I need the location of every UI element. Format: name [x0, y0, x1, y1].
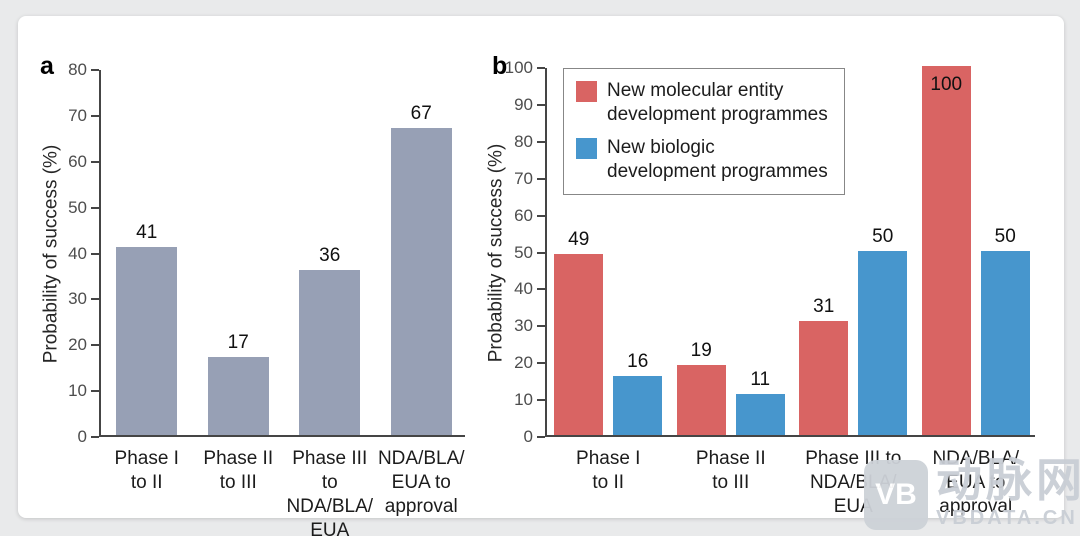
bar-value-label: 11 [750, 369, 771, 391]
y-axis-tick [537, 214, 545, 217]
y-axis-tick [537, 325, 545, 328]
bar-value-label: 19 [690, 339, 712, 361]
y-tick-label: 40 [68, 243, 87, 263]
y-tick-label: 30 [514, 316, 533, 336]
y-axis-tick [537, 140, 545, 143]
y-axis-tick [537, 103, 545, 106]
y-tick-label: 80 [68, 60, 87, 79]
bar-value-label: 31 [813, 295, 835, 317]
y-tick-label: 40 [514, 279, 533, 299]
bar-value-label: 17 [227, 332, 249, 353]
legend-label: New biologic development programmes [607, 137, 828, 182]
y-axis-tick [91, 252, 99, 255]
y-tick-label: 100 [504, 58, 533, 77]
bar-b-cat2-s0 [799, 320, 849, 435]
y-tick-label: 70 [514, 168, 533, 188]
x-category-label: Phase III to NDA/BLA/ EUA [286, 448, 374, 536]
y-tick-label: 30 [68, 289, 87, 309]
y-axis-tick [537, 67, 545, 69]
panel-b: b Probability of success (%) 0 10 20 30 40 50 60… [18, 16, 1064, 518]
y-tick-label: 90 [514, 94, 533, 114]
y-axis-tick [537, 251, 545, 254]
y-axis-tick [91, 114, 99, 117]
x-category-label: NDA/BLA/ EUA to approval [932, 448, 1020, 517]
panel-letter-b: b [492, 52, 508, 80]
y-axis-tick [91, 298, 99, 301]
y-axis-tick [91, 390, 99, 393]
watermark-brand-cn: 动脉网 [936, 454, 1080, 506]
bar-b-cat0-s0 [554, 254, 604, 435]
y-axis-tick [91, 206, 99, 209]
y-tick-label: 0 [523, 427, 533, 446]
y-tick-label: 20 [68, 335, 87, 355]
bar-value-label: 67 [410, 102, 432, 124]
vb-logo-icon: VB [864, 460, 928, 530]
bar-value-label: 50 [994, 225, 1016, 247]
bar-a-cat1-s0 [207, 357, 269, 435]
y-axis-tick [537, 436, 545, 438]
y-tick-label: 0 [77, 427, 87, 446]
bar-b-cat0-s1 [613, 375, 663, 435]
y-axis-tick [91, 160, 99, 163]
legend-item: New biologic development programmes [576, 136, 832, 184]
bar-b-cat1-s0 [676, 364, 726, 435]
y-tick-label: 10 [68, 381, 87, 401]
y-tick-label: 50 [68, 197, 87, 217]
x-category-label: Phase I to II [114, 448, 179, 493]
y-tick-label: 20 [514, 353, 533, 373]
x-category-label: Phase II to III [695, 448, 766, 493]
bar-a-cat2-s0 [299, 269, 361, 435]
legend-label: New molecular entity development program… [607, 80, 828, 125]
bar-value-label: 49 [568, 229, 590, 251]
panel-letter-a: a [40, 52, 54, 80]
legend-swatch [576, 138, 597, 159]
y-axis-tick [537, 362, 545, 365]
y-axis-tick [537, 288, 545, 291]
y-tick-label: 50 [514, 242, 533, 262]
x-category-label: Phase II to III [203, 448, 274, 493]
bar-value-label: 16 [627, 350, 649, 372]
panel-a: a Probability of success (%) 0 10 20 30 40 50 60… [18, 16, 1064, 536]
y-axis-tick [91, 436, 99, 438]
y-axis-tick [91, 69, 99, 71]
bar-a-cat0-s0 [116, 246, 178, 435]
bar-value-label: 36 [319, 244, 341, 266]
legend: New molecular entity development program… [563, 68, 845, 195]
y-tick-label: 70 [68, 105, 87, 125]
plot-area: 0 10 20 30 40 50 60 70 80 90 100 Phase I to II 49 16 P… [505, 58, 1035, 517]
bar-value-label: 41 [136, 221, 158, 243]
figure-card: a Probability of success (%) 0 10 20 30 40 50 60… [18, 16, 1064, 536]
legend-swatch [576, 81, 597, 102]
y-tick-label: 10 [514, 390, 533, 410]
x-category-label: NDA/BLA/ EUA to approval [377, 448, 465, 517]
y-tick-label: 80 [514, 131, 533, 151]
y-tick-label: 60 [68, 151, 87, 171]
watermark-text: 动脉网 VBDATA.CN [936, 457, 1080, 530]
legend-item: New molecular entity development program… [576, 79, 832, 127]
bar-b-cat1-s1 [735, 394, 785, 435]
y-tick-label: 60 [514, 205, 533, 225]
bar-value-label: 50 [872, 225, 894, 247]
bar-b-cat3-s1 [980, 250, 1030, 435]
watermark-site-url: VBDATA.CN [936, 507, 1078, 529]
plot-area: 0 10 20 30 40 50 60 70 80 Phase I to II 41 Phase II… [68, 60, 465, 536]
bar-value-label: 100 [930, 74, 963, 95]
y-axis-tick [537, 177, 545, 180]
x-category-label: Phase I to II [576, 448, 641, 493]
bar-b-cat2-s1 [858, 250, 908, 435]
watermark: VB 动脉网 VBDATA.CN [864, 457, 1080, 530]
y-axis-tick [537, 399, 545, 402]
bar-a-cat3-s0 [390, 127, 452, 435]
y-axis-tick [91, 344, 99, 347]
bar-b-cat3-s0 [921, 66, 971, 435]
